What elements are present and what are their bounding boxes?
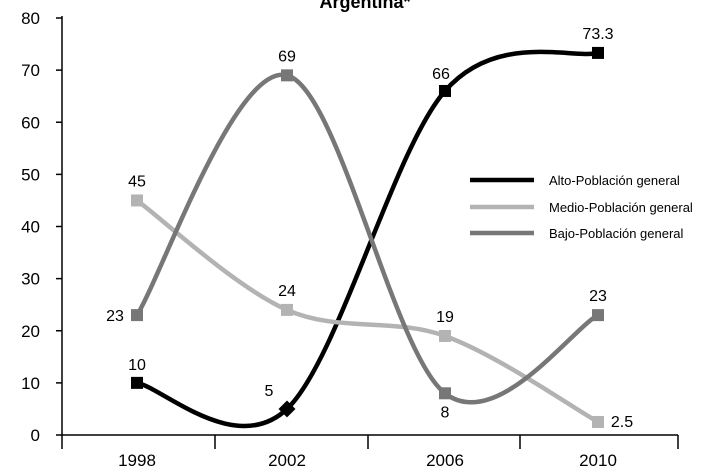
series-point bbox=[278, 400, 296, 418]
legend-label: Alto-Población general bbox=[549, 173, 680, 188]
x-tick-label: 1998 bbox=[118, 451, 156, 470]
series-line-1 bbox=[134, 198, 601, 425]
series-point bbox=[439, 387, 451, 400]
chart-title: Argentina* bbox=[319, 0, 410, 12]
x-tick-label: 2006 bbox=[426, 451, 464, 470]
y-tick-label: 50 bbox=[21, 165, 40, 184]
y-tick-label: 40 bbox=[21, 218, 40, 237]
series-point bbox=[281, 69, 293, 82]
y-tick-label: 60 bbox=[21, 113, 40, 132]
data-label: 8 bbox=[441, 404, 450, 421]
series-line-0 bbox=[134, 49, 601, 429]
series-line-2 bbox=[134, 72, 601, 405]
axes: 0 10 20 30 40 50 60 70 80 1998 2002 2006 2010 bbox=[21, 9, 679, 470]
data-labels: 10 5 66 73.3 45 24 19 2.5 23 69 8 23 bbox=[106, 26, 633, 431]
y-tick-label: 0 bbox=[31, 426, 40, 445]
data-label: 10 bbox=[128, 357, 146, 374]
data-label: 66 bbox=[432, 66, 450, 83]
series-point bbox=[592, 46, 604, 59]
series-point bbox=[131, 194, 143, 207]
y-tick-label: 30 bbox=[21, 270, 40, 289]
data-label: 5 bbox=[265, 383, 274, 400]
x-tick-label: 2002 bbox=[268, 451, 306, 470]
data-label: 24 bbox=[278, 283, 296, 300]
y-tick-label: 20 bbox=[21, 322, 40, 341]
legend: Alto-Población general Medio-Población ge… bbox=[470, 173, 693, 241]
data-label: 23 bbox=[106, 308, 124, 325]
legend-label: Medio-Población general bbox=[549, 200, 693, 215]
series-point bbox=[281, 303, 293, 316]
series-layer bbox=[131, 46, 604, 429]
data-label: 23 bbox=[589, 288, 607, 305]
series-point bbox=[592, 415, 604, 428]
data-label: 19 bbox=[436, 309, 454, 326]
y-tick-label: 10 bbox=[21, 374, 40, 393]
data-label: 45 bbox=[128, 173, 146, 190]
series-point bbox=[592, 309, 604, 322]
y-tick-label: 80 bbox=[21, 9, 40, 28]
series-point bbox=[439, 84, 451, 97]
series-point bbox=[439, 329, 451, 342]
series-point bbox=[131, 376, 143, 389]
y-tick-label: 70 bbox=[21, 61, 40, 80]
legend-label: Bajo-Población general bbox=[549, 226, 684, 241]
series-point bbox=[131, 309, 143, 322]
data-label: 73.3 bbox=[582, 26, 613, 43]
data-label: 2.5 bbox=[611, 414, 633, 431]
data-label: 69 bbox=[278, 48, 296, 65]
x-tick-label: 2010 bbox=[579, 451, 617, 470]
